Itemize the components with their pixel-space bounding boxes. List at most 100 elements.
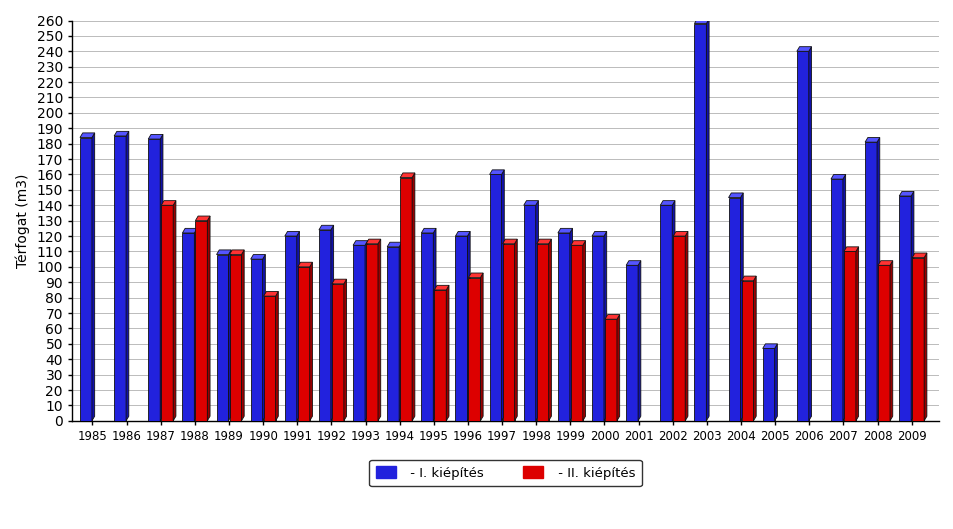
Polygon shape [603, 232, 606, 421]
Polygon shape [536, 200, 537, 421]
Polygon shape [182, 233, 194, 421]
Polygon shape [876, 138, 879, 421]
Polygon shape [910, 191, 913, 421]
Polygon shape [195, 216, 210, 221]
Polygon shape [446, 285, 449, 421]
Polygon shape [502, 239, 517, 244]
Polygon shape [855, 247, 858, 421]
Polygon shape [877, 266, 889, 421]
Legend:  - I. kiépítés,  - II. kiépítés: - I. kiépítés, - II. kiépítés [369, 460, 641, 486]
Polygon shape [230, 254, 241, 421]
Polygon shape [502, 244, 514, 421]
Polygon shape [263, 291, 278, 296]
Polygon shape [398, 242, 401, 421]
Polygon shape [421, 233, 433, 421]
Polygon shape [285, 236, 296, 421]
Polygon shape [625, 261, 640, 266]
Polygon shape [455, 236, 467, 421]
Polygon shape [285, 232, 299, 236]
Polygon shape [251, 254, 265, 259]
Polygon shape [216, 254, 228, 421]
Polygon shape [126, 131, 129, 421]
Polygon shape [672, 200, 675, 421]
Polygon shape [558, 229, 572, 233]
Polygon shape [617, 315, 619, 421]
Polygon shape [501, 170, 504, 421]
Polygon shape [455, 232, 470, 236]
Polygon shape [604, 315, 619, 319]
Polygon shape [537, 239, 551, 244]
Polygon shape [216, 250, 231, 254]
Polygon shape [310, 262, 313, 421]
Polygon shape [830, 175, 844, 179]
Polygon shape [230, 250, 244, 254]
Polygon shape [194, 229, 197, 421]
Polygon shape [207, 216, 210, 421]
Polygon shape [843, 251, 855, 421]
Polygon shape [889, 261, 892, 421]
Polygon shape [673, 232, 687, 236]
Polygon shape [899, 196, 910, 421]
Polygon shape [604, 319, 617, 421]
Polygon shape [694, 24, 705, 421]
Polygon shape [489, 170, 504, 175]
Polygon shape [740, 281, 753, 421]
Polygon shape [694, 19, 708, 24]
Polygon shape [251, 259, 262, 421]
Polygon shape [331, 225, 334, 421]
Polygon shape [480, 273, 482, 421]
Polygon shape [80, 138, 91, 421]
Polygon shape [864, 138, 879, 142]
Polygon shape [570, 245, 582, 421]
Polygon shape [582, 241, 585, 421]
Polygon shape [399, 173, 415, 178]
Polygon shape [468, 278, 480, 421]
Polygon shape [569, 229, 572, 421]
Polygon shape [468, 273, 482, 278]
Polygon shape [659, 200, 675, 205]
Polygon shape [638, 261, 640, 421]
Polygon shape [911, 253, 926, 258]
Polygon shape [467, 232, 470, 421]
Polygon shape [830, 179, 842, 421]
Polygon shape [387, 247, 398, 421]
Polygon shape [275, 291, 278, 421]
Polygon shape [366, 239, 380, 244]
Polygon shape [182, 229, 197, 233]
Polygon shape [399, 178, 412, 421]
Polygon shape [489, 175, 501, 421]
Polygon shape [161, 205, 173, 421]
Polygon shape [318, 230, 331, 421]
Polygon shape [412, 173, 415, 421]
Polygon shape [434, 285, 449, 290]
Polygon shape [433, 229, 436, 421]
Polygon shape [296, 232, 299, 421]
Polygon shape [728, 197, 740, 421]
Polygon shape [548, 239, 551, 421]
Polygon shape [673, 236, 684, 421]
Polygon shape [332, 279, 346, 284]
Polygon shape [728, 193, 742, 197]
Polygon shape [796, 51, 808, 421]
Polygon shape [864, 142, 876, 421]
Polygon shape [387, 242, 401, 247]
Polygon shape [705, 19, 708, 421]
Polygon shape [899, 191, 913, 196]
Polygon shape [80, 133, 94, 138]
Polygon shape [377, 239, 380, 421]
Polygon shape [877, 261, 892, 266]
Polygon shape [592, 232, 606, 236]
Polygon shape [160, 134, 163, 421]
Polygon shape [421, 229, 436, 233]
Polygon shape [297, 267, 310, 421]
Polygon shape [740, 276, 756, 281]
Polygon shape [923, 253, 926, 421]
Polygon shape [91, 133, 94, 421]
Polygon shape [263, 296, 275, 421]
Polygon shape [343, 279, 346, 421]
Polygon shape [262, 254, 265, 421]
Polygon shape [796, 47, 811, 51]
Polygon shape [523, 205, 536, 421]
Polygon shape [514, 239, 517, 421]
Polygon shape [592, 236, 603, 421]
